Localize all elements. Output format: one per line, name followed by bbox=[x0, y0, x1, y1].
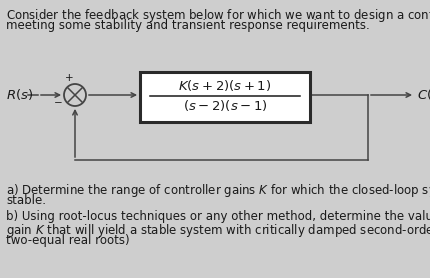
Text: Consider the feedback system below for which we want to design a controller $\it: Consider the feedback system below for w… bbox=[6, 7, 430, 24]
Text: a) Determine the range of controller gains $\it{K}$ for which the closed-loop sy: a) Determine the range of controller gai… bbox=[6, 182, 430, 199]
Text: two-equal real roots): two-equal real roots) bbox=[6, 234, 129, 247]
Text: stable.: stable. bbox=[6, 194, 46, 207]
Text: meeting some stability and transient response requirements.: meeting some stability and transient res… bbox=[6, 19, 370, 32]
Text: b) Using root-locus techniques or any other method, determine the value of contr: b) Using root-locus techniques or any ot… bbox=[6, 210, 430, 223]
Text: $\it{R(s)}$: $\it{R(s)}$ bbox=[6, 86, 33, 101]
Text: gain $\it{K}$ that will yield a stable system with critically damped second-orde: gain $\it{K}$ that will yield a stable s… bbox=[6, 222, 430, 239]
Text: $\it{(s - 2)(s - 1)}$: $\it{(s - 2)(s - 1)}$ bbox=[183, 98, 267, 113]
Bar bbox=[140, 72, 310, 122]
Text: +: + bbox=[65, 73, 74, 83]
Text: −: − bbox=[54, 98, 63, 108]
Text: $\it{C(s)}$: $\it{C(s)}$ bbox=[417, 86, 430, 101]
Text: $\it{K(s + 2)(s + 1)}$: $\it{K(s + 2)(s + 1)}$ bbox=[178, 78, 272, 93]
